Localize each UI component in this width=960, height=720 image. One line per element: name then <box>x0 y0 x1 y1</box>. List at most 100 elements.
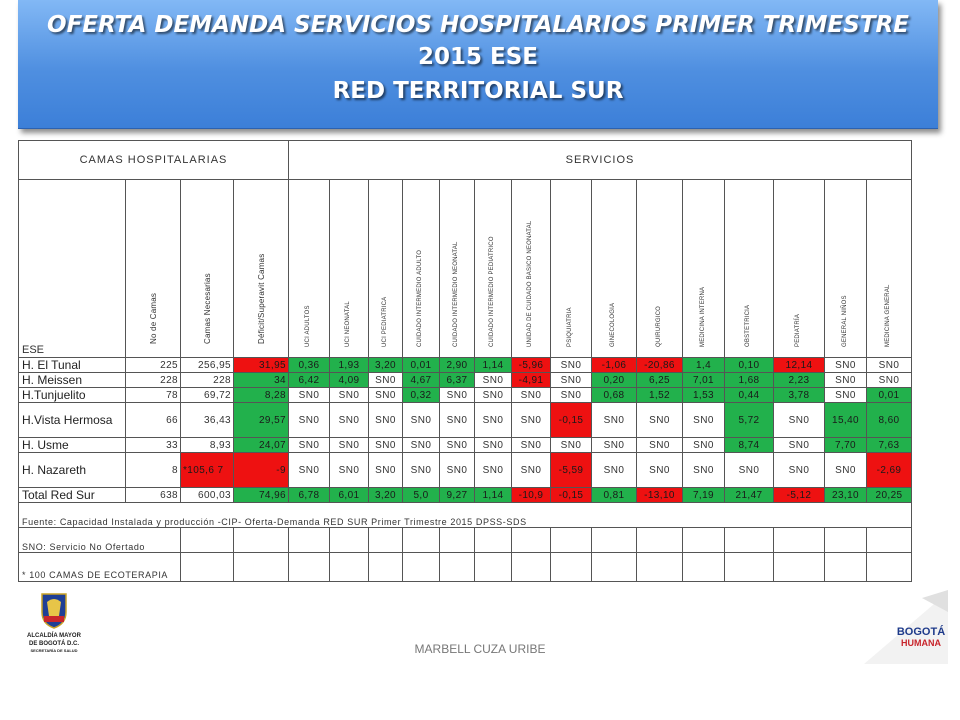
table-cell: SN0 <box>824 357 867 373</box>
column-header-row: ESE No de Camas Camas Necesarias Déficit/S… <box>18 179 912 358</box>
table-cell: 225 <box>125 357 181 373</box>
table-cell: 7,63 <box>866 437 912 453</box>
empty-cell <box>636 527 683 553</box>
table-cell: SN0 <box>288 387 330 403</box>
table-cell: SN0 <box>329 437 369 453</box>
empty-cell <box>591 552 637 582</box>
table-cell: -2,69 <box>866 452 912 488</box>
table-row: H.Tunjuelito 78 69,72 8,28 SN0 SN0 SN0 0,32 SN0 S… <box>18 387 912 403</box>
table-cell: 0,01 <box>866 387 912 403</box>
group-header-camas-label: CAMAS HOSPITALARIAS <box>79 154 228 166</box>
bogota-logo-word1: BOGOTÁ <box>897 625 945 638</box>
table-cell: SN0 <box>368 372 403 388</box>
table-cell: SN0 <box>474 437 512 453</box>
table-cell: 20,25 <box>866 487 912 503</box>
table-cell: 9,27 <box>439 487 475 503</box>
column-header-14: OBSTETRICIA <box>724 179 774 358</box>
table-cell: 8,74 <box>724 437 774 453</box>
table-cell: SN0 <box>550 372 592 388</box>
group-header-camas: CAMAS HOSPITALARIAS <box>18 140 289 180</box>
column-header-label: CUIDADO INTERMEDIO PEDIATRICO <box>489 236 495 347</box>
empty-cell <box>682 552 725 582</box>
table-cell: -4,91 <box>511 372 551 388</box>
column-header-label: GENERAL NIÑOS <box>841 295 848 347</box>
empty-cell <box>773 552 825 582</box>
table-cell: SN0 <box>511 387 551 403</box>
table-cell: 228 <box>180 372 234 388</box>
table-cell: SN0 <box>824 387 867 403</box>
column-header-4: UCI NEONATAL <box>329 179 369 358</box>
table-cell: 6,78 <box>288 487 330 503</box>
table-cell: 69,72 <box>180 387 234 403</box>
table-cell: 6,25 <box>636 372 683 388</box>
column-header-12: QUIRURGICO <box>636 179 683 358</box>
table-cell: 8,28 <box>233 387 289 403</box>
group-header-servicios: SERVICIOS <box>288 140 912 180</box>
table-cell: 8 <box>125 452 181 488</box>
table-cell: 31,95 <box>233 357 289 373</box>
table-cell: 0,81 <box>591 487 637 503</box>
table-cell: SN0 <box>773 452 825 488</box>
empty-cell <box>233 552 289 582</box>
empty-cell <box>682 527 725 553</box>
group-header-row: CAMAS HOSPITALARIAS SERVICIOS <box>18 140 912 180</box>
ese-header: ESE <box>18 179 126 358</box>
table-cell: 21,47 <box>724 487 774 503</box>
column-header-label: CUIDADO INTERMEDIO ADULTO <box>417 249 423 347</box>
table-cell: 3,78 <box>773 387 825 403</box>
column-header-label: OBSTETRICIA <box>745 304 751 347</box>
table-row: H. Meissen 228 228 34 6,42 4,09 SN0 4,67 6,37 SN0… <box>18 372 912 388</box>
column-header-label: UCI ADULTOS <box>305 305 311 347</box>
note-row: * 100 CAMAS DE ECOTERAPIA <box>18 552 912 582</box>
table-cell: -13,10 <box>636 487 683 503</box>
table-cell: SN0 <box>591 452 637 488</box>
empty-cell <box>511 527 551 553</box>
column-header-label: CUIDADO INTERMEDIO NEONATAL <box>453 241 459 347</box>
bogota-humana-logo: BOGOTÁ HUMANA <box>864 590 948 664</box>
table-cell: SN0 <box>724 452 774 488</box>
empty-cell <box>439 552 475 582</box>
table-cell: SN0 <box>591 437 637 453</box>
title-banner: OFERTA DEMANDA SERVICIOS HOSPITALARIOS P… <box>18 0 938 129</box>
table-cell: 24,07 <box>233 437 289 453</box>
table-cell: 7,70 <box>824 437 867 453</box>
table-cell: -1,06 <box>591 357 637 373</box>
table-cell: 23,10 <box>824 487 867 503</box>
empty-cell <box>329 527 369 553</box>
table-cell: SN0 <box>511 437 551 453</box>
empty-cell <box>180 527 234 553</box>
empty-cell <box>550 552 592 582</box>
table-cell: SN0 <box>636 402 683 438</box>
row-name-cell: H.Vista Hermosa <box>18 402 126 438</box>
table-cell: -10,9 <box>511 487 551 503</box>
table-cell: SN0 <box>402 437 440 453</box>
table-cell: SN0 <box>368 387 403 403</box>
table-cell: SN0 <box>682 452 725 488</box>
column-header-15: PEDIATRÍA <box>773 179 825 358</box>
table-cell: SN0 <box>439 437 475 453</box>
table-cell: SN0 <box>474 452 512 488</box>
table-cell: -20,86 <box>636 357 683 373</box>
column-header-label: GINECOLOGIA <box>610 302 616 347</box>
table-cell: SN0 <box>682 402 725 438</box>
table-cell: SN0 <box>636 452 683 488</box>
alcaldia-logo-line1: ALCALDÍA MAYOR <box>27 631 82 639</box>
table-cell: SN0 <box>866 357 912 373</box>
note-source: Fuente: Capacidad Instalada y producción… <box>18 502 912 528</box>
alcaldia-logo-line2: DE BOGOTÁ D.C. <box>29 640 79 647</box>
table-cell: -0,15 <box>550 487 592 503</box>
table-cell: 7,01 <box>682 372 725 388</box>
table-cell: 1,14 <box>474 487 512 503</box>
table-cell: SN0 <box>824 372 867 388</box>
table-cell: 74,96 <box>233 487 289 503</box>
column-header-label: Déficit/Superavit Camas <box>257 253 266 344</box>
table-row: H. Nazareth 8 *105,6 7 -9 SN0 SN0 SN0 SN0 SN0 SN0… <box>18 452 912 488</box>
table-cell: 33 <box>125 437 181 453</box>
table-cell: 3,20 <box>368 487 403 503</box>
row-name-cell: H. El Tunal <box>18 357 126 373</box>
table-cell: 2,23 <box>773 372 825 388</box>
empty-cell <box>824 552 867 582</box>
column-header-0: No de Camas <box>125 179 181 358</box>
column-header-8: CUIDADO INTERMEDIO PEDIATRICO <box>474 179 512 358</box>
table-cell: SN0 <box>511 402 551 438</box>
